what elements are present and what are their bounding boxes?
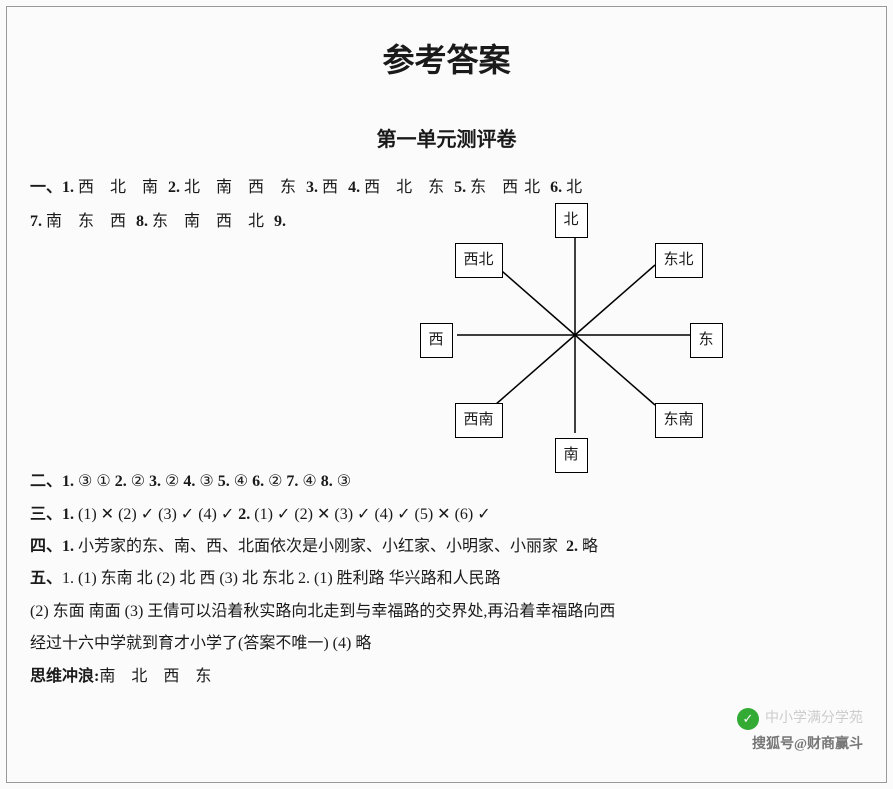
compass-dir-西南: 西南 [455,403,503,438]
s1-v4: 西 北 东 [364,179,450,196]
s2-n: 3. [149,473,161,490]
compass-dir-南: 南 [555,438,588,473]
s1-v5: 东 西北 [470,179,546,196]
s2-items: 1. ③ ① 2. ② 3. ② 4. ③ 5. ④ 6. ② 7. ④ 8. … [62,473,351,490]
compass-dir-东南: 东南 [655,403,703,438]
compass-dir-北: 北 [555,203,588,238]
s1-v1: 西 北 南 [78,179,164,196]
s3-label: 三、 [30,506,62,523]
s3-sub: (1) ✕ [78,506,118,523]
s2-v: ② [127,473,149,490]
section-1-row-2: 7. 南 东 西 8. 东 南 西 北 9. 北东北东东南南西南西西北 [30,205,863,465]
s4-n2: 2. [566,538,578,555]
s2-n: 6. [252,473,264,490]
wechat-icon: ✓ [737,708,759,730]
s3-sub: (3) ✓ [334,506,374,523]
section-2: 二、1. ③ ① 2. ② 3. ② 4. ③ 5. ④ 6. ② 7. ④ 8… [30,467,863,497]
s2-n: 8. [321,473,333,490]
s1-n8: 8. [136,213,148,230]
thinking-surf: 思维冲浪:南 北 西 东 [30,662,863,692]
watermark: ✓ 中小学满分学苑 搜狐号@财商赢斗 [737,706,863,759]
section-1-line-1: 一、1. 西 北 南 2. 北 南 西 东 3. 西 4. 西 北 东 5. 东… [30,173,863,203]
s2-v: ② [264,473,286,490]
section-5-line-3: 经过十六中学就到育才小学了(答案不唯一) (4) 略 [30,629,863,659]
compass-dir-东北: 东北 [655,243,703,278]
s2-v: ④ [230,473,252,490]
section-3: 三、1. (1) ✕ (2) ✓ (3) ✓ (4) ✓ 2. (1) ✓ (2… [30,500,863,530]
s4-n1: 1. [62,538,74,555]
s1-v7: 南 东 西 [46,213,132,230]
s3-n: 1. [62,506,78,523]
thinking-label: 思维冲浪: [30,668,99,685]
s4-label: 四、 [30,538,62,555]
s1-v6: 北 [566,179,588,196]
s2-n: 1. [62,473,74,490]
s3-sub: (2) ✓ [118,506,158,523]
s1-n4: 4. [348,179,360,196]
s1-n3: 3. [306,179,318,196]
s1-n2: 2. [168,179,180,196]
s1-n7: 7. [30,213,42,230]
unit-subtitle: 第一单元测评卷 [30,121,863,159]
s1-v2: 北 南 西 东 [184,179,302,196]
s2-label: 二、 [30,473,62,490]
thinking-v: 南 北 西 东 [99,668,217,685]
s1-n5: 5. [454,179,466,196]
s1-v3: 西 [322,179,344,196]
watermark-account: 中小学满分学苑 [765,706,863,733]
watermark-sohu: 搜狐号@财商赢斗 [737,732,863,759]
section-1-label: 一、 [30,179,62,196]
s3-sub: (4) ✓ [198,506,238,523]
compass-diagram: 北东北东东南南西南西西北 [415,205,735,465]
compass-dir-西: 西 [420,323,453,358]
s3-items: 1. (1) ✕ (2) ✓ (3) ✓ (4) ✓ 2. (1) ✓ (2) … [62,506,491,523]
s5-label: 五、 [30,570,62,587]
s2-v: ③ [195,473,217,490]
s4-v2: 略 [582,538,598,555]
s2-v: ④ [298,473,320,490]
s3-sub: (4) ✓ [374,506,414,523]
compass-dir-东: 东 [690,323,723,358]
s1-n6: 6. [550,179,562,196]
section-5-line-2: (2) 东面 南面 (3) 王倩可以沿着秋实路向北走到与幸福路的交界处,再沿着幸… [30,597,863,627]
section-4: 四、1. 小芳家的东、南、西、北面依次是小刚家、小红家、小明家、小丽家 2. 略 [30,532,863,562]
s5-l1: 1. (1) 东南 北 (2) 北 西 (3) 北 东北 2. (1) 胜利路 … [62,570,501,587]
compass-dir-西北: 西北 [455,243,503,278]
s3-n: 2. [238,506,254,523]
s2-n: 5. [218,473,230,490]
s2-v: ② [161,473,183,490]
s2-v: ③ [333,473,351,490]
main-title: 参考答案 [30,30,863,91]
s2-n: 2. [115,473,127,490]
s4-v1: 小芳家的东、南、西、北面依次是小刚家、小红家、小明家、小丽家 [78,538,558,555]
s2-v: ③ ① [74,473,115,490]
s3-sub: (6) ✓ [455,506,491,523]
s3-sub: (3) ✓ [158,506,198,523]
s3-sub: (5) ✕ [415,506,455,523]
s2-n: 4. [183,473,195,490]
s1-v8: 东 南 西 北 [152,213,270,230]
s3-sub: (2) ✕ [294,506,334,523]
s3-sub: (1) ✓ [254,506,294,523]
s1-n9: 9. [274,213,286,230]
s2-n: 7. [286,473,298,490]
section-5-line-1: 五、1. (1) 东南 北 (2) 北 西 (3) 北 东北 2. (1) 胜利… [30,564,863,594]
s1-n1: 1. [62,179,74,196]
